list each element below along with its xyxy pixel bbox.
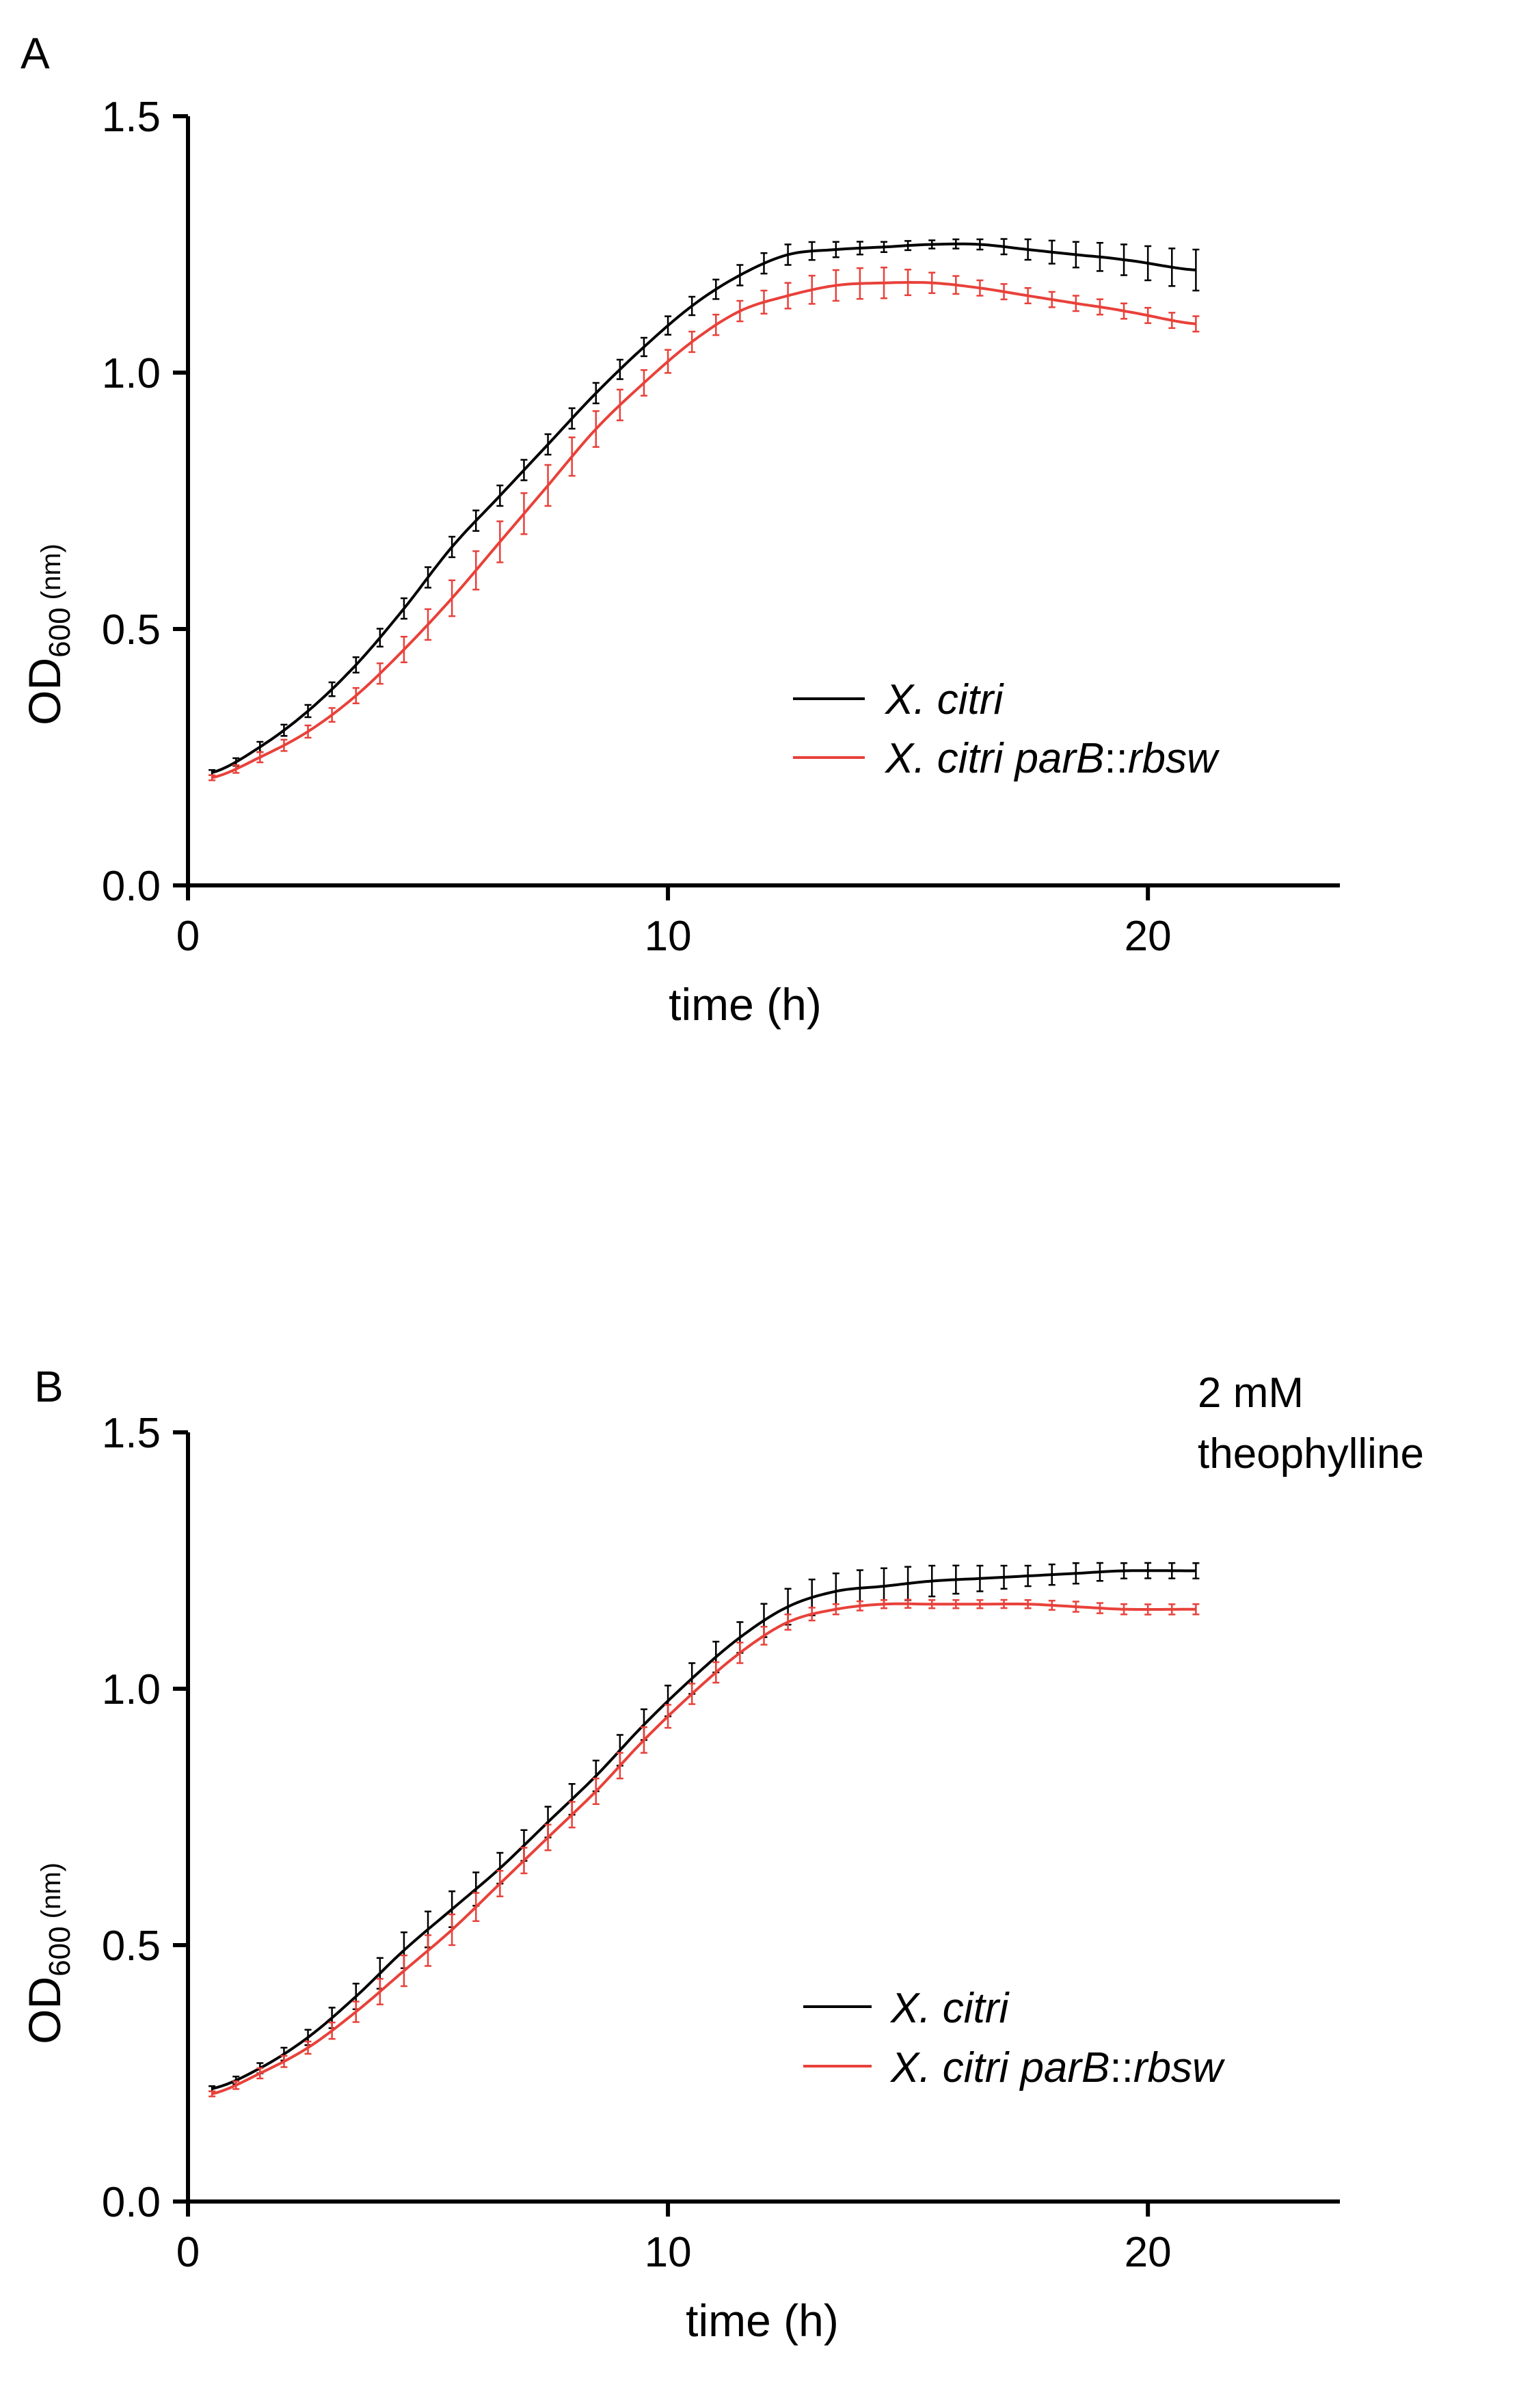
panel-b-series-line: [211, 1602, 1196, 2096]
panel-b-annotation-line-2: theophylline: [1198, 1430, 1424, 1477]
panel-b-x-axis-label: time (h): [686, 2295, 839, 2346]
panel-b-label: B: [34, 1362, 64, 1411]
panel-a-y-tick-label: 1.0: [102, 350, 161, 397]
panel-a-series-line: [211, 242, 1196, 774]
panel-a-label: A: [21, 29, 50, 78]
panel-a-x-tick-label: 20: [1125, 913, 1172, 960]
panel-b-y-axis-label: OD600 (nm): [19, 1862, 77, 2044]
panel-b-x-tick-label: 10: [645, 2229, 692, 2276]
panel-a-series: [209, 238, 1200, 781]
panel-a-x-tick-label: 10: [645, 913, 692, 960]
panel-a-y-tick-label: 0.0: [102, 863, 161, 910]
panel-b-legend: X. citri X. citri parB::rbsw: [803, 1985, 1226, 2091]
panel-b-series-mutant: [209, 1598, 1200, 2098]
panel-b-annotation-line-1: 2 mM: [1198, 1369, 1304, 1417]
panel-a-y-tick-label: 1.5: [102, 94, 161, 141]
panel-a-series-wild-type: [209, 238, 1200, 776]
panel-a-legend: X. citri X. citri parB::rbsw: [793, 676, 1220, 782]
panel-a-legend-label-mutant: X. citri parB::rbsw: [884, 735, 1220, 782]
panel-b-y-tick-label: 1.5: [102, 1410, 161, 1457]
panel-b-legend-label-mutant: X. citri parB::rbsw: [889, 2044, 1226, 2091]
panel-b-growth-curve: B 2 mM theophylline 0.0 0.5 1.0 1.5 0 10 20 ti…: [19, 1362, 1424, 2346]
panel-a-legend-label-wild-type: X. citri: [884, 676, 1004, 723]
panel-b-x-tick-label: 0: [176, 2229, 200, 2276]
panel-a-series-line: [211, 280, 1196, 779]
panel-b-series-line: [211, 1569, 1196, 2090]
panel-a-growth-curve: A 0.00.51.01.50 10 20 time (h) OD600 (nm) …: [19, 29, 1340, 1030]
panel-a-x-tick-label: 0: [176, 913, 200, 960]
panel-b-y-tick-label: 0.0: [102, 2179, 161, 2226]
panel-b-axes: [173, 1430, 1340, 2217]
panel-b-y-tick-label: 1.0: [102, 1666, 161, 1713]
panel-b-tick-labels: 0.0 0.5 1.0 1.5 0 10 20: [102, 1410, 1172, 2276]
panel-a-y-tick-label: 0.5: [102, 606, 161, 654]
panel-b-y-tick-label: 0.5: [102, 1923, 161, 1970]
panel-a-tick-labels: 0.0 0.5 1.0 1.5 0 10 20: [102, 94, 1172, 960]
panel-a-series-mutant: [209, 267, 1200, 781]
panel-a-axes: [173, 114, 1340, 900]
panel-b-x-tick-label: 20: [1125, 2229, 1172, 2276]
panel-b-series: [209, 1562, 1200, 2098]
panel-a-x-axis-label: time (h): [669, 979, 822, 1030]
panel-a-y-axis-label: OD600 (nm): [19, 544, 77, 725]
panel-b-legend-label-wild-type: X. citri: [889, 1985, 1010, 2032]
